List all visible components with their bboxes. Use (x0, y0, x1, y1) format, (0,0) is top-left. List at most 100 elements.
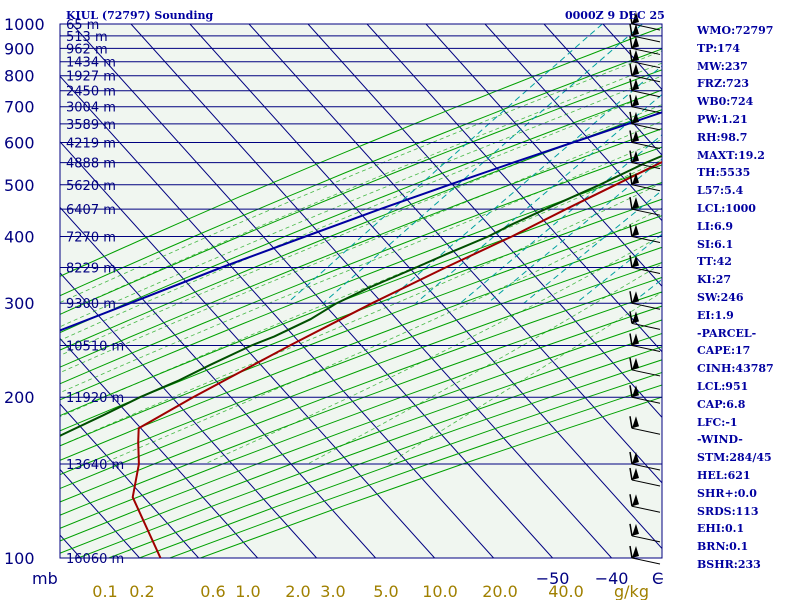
height-label: 513 m (66, 30, 108, 45)
wind-barb-staff (631, 427, 661, 435)
wind-barb (629, 291, 661, 310)
wind-barb (629, 255, 661, 274)
mixing-ratio-label: 2.0 (285, 582, 310, 600)
isotherm-line (366, 24, 662, 353)
isobar-lines (59, 23, 663, 559)
index-value: TP:174 (697, 41, 741, 55)
pressure-label: 700 (4, 98, 35, 117)
pressure-label: 200 (4, 388, 35, 407)
wind-barb-pennant (632, 416, 639, 429)
wind-barb (629, 49, 661, 69)
temperature-tick-label: −40 (595, 569, 629, 588)
height-label: 10510 m (66, 340, 124, 355)
index-value: CAP:6.8 (697, 397, 746, 411)
index-value: SRDS:113 (697, 504, 759, 518)
index-value: PW:1.21 (697, 113, 748, 126)
wind-barb-staff (631, 75, 661, 83)
mixing-ratio-label: 40.0 (548, 582, 584, 600)
height-label: 7270 m (66, 230, 116, 245)
wind-barb-pennant (632, 12, 639, 24)
wind-barb-feather (629, 291, 633, 304)
plot-frame (59, 23, 663, 559)
isotherm-line (60, 206, 376, 558)
wind-barb-feather (629, 494, 633, 507)
height-label: 3589 m (66, 118, 116, 133)
wind-barb-pennant (632, 94, 639, 107)
moist-adiabat (101, 207, 662, 465)
pressure-label: 100 (4, 549, 35, 568)
index-value: MAXT:19.2 (697, 148, 765, 162)
wind-barb-feather (629, 11, 633, 25)
wind-barb-pennant (632, 63, 639, 76)
wind-barb (629, 224, 661, 243)
wind-barb (629, 467, 661, 487)
wind-barb-pennant (632, 78, 639, 91)
index-value: L57:5.4 (697, 184, 744, 198)
index-value: LCL:1000 (697, 202, 756, 215)
parcel-line (60, 111, 662, 332)
isotherm-line (60, 272, 317, 558)
index-value: LFC:-1 (697, 415, 738, 429)
wind-barb (629, 545, 661, 565)
index-value: WMO:72797 (697, 24, 774, 37)
wind-barb-pennant (632, 467, 639, 480)
index-value: EHI:0.1 (697, 522, 745, 536)
index-value: FRZ:723 (697, 77, 750, 91)
wind-barb (629, 130, 661, 149)
moist-adiabat (60, 120, 662, 374)
wind-barb-feather (629, 357, 633, 371)
wind-barb (629, 494, 661, 513)
temperature-tick-label: −50 (536, 569, 570, 588)
wind-barb-staff (631, 557, 661, 565)
isotherm-line (248, 24, 662, 484)
wind-barb-pennant (632, 172, 639, 185)
wind-barb (629, 11, 661, 31)
wind-barb-pennant (632, 451, 639, 464)
height-label: 5620 m (66, 179, 116, 194)
index-value: LCL:951 (697, 380, 749, 393)
wind-barb-feather (629, 94, 633, 107)
wind-barb-pennant (632, 494, 639, 507)
isotherm-line (307, 24, 662, 419)
isotherm-line (130, 24, 612, 558)
pressure-label: 1000 (4, 15, 45, 34)
wind-barb-staff (631, 90, 661, 98)
index-value: SW:246 (697, 291, 744, 304)
wind-barb-staff (631, 208, 661, 216)
mixing-ratio-label: 0.1 (92, 582, 117, 600)
wind-barb-feather (629, 255, 633, 268)
wind-barb (629, 311, 661, 330)
wind-barb (629, 172, 661, 192)
wind-barb-feather (629, 172, 633, 185)
wind-barb-feather (629, 150, 633, 163)
wind-barb-feather (629, 36, 633, 49)
index-value: MW:237 (697, 59, 748, 73)
wind-barb-feather (629, 333, 633, 346)
moist-adiabat (60, 159, 662, 418)
height-label: 4219 m (66, 136, 116, 151)
wind-barb (629, 36, 661, 55)
indices-panel (663, 0, 800, 600)
wind-barb-staff (631, 123, 661, 131)
wind-barb-pennant (632, 311, 639, 324)
height-label: 6407 m (66, 203, 116, 218)
index-value: EI:1.9 (697, 308, 734, 322)
wind-barb (629, 333, 661, 352)
wind-barb (629, 357, 661, 377)
wind-barb-feather (629, 467, 633, 481)
wind-barb-staff (631, 236, 661, 243)
pressure-label: 600 (4, 133, 35, 152)
wind-barb-pennant (632, 130, 639, 143)
height-label: 3004 m (66, 101, 116, 116)
mixing-ratio-label: 0.6 (200, 582, 225, 600)
chart-title: KIUL (72797) Sounding (66, 9, 214, 22)
wind-barb (629, 523, 661, 543)
isotherm-line (484, 24, 662, 222)
height-label: 1434 m (66, 56, 116, 71)
wind-barb-staff (631, 322, 661, 330)
wind-barb-feather (629, 63, 633, 76)
wind-barb (629, 94, 661, 114)
mixing-ratio-label: 5.0 (373, 582, 398, 600)
wind-barb (629, 416, 661, 435)
wind-barb-pennant (632, 255, 639, 268)
